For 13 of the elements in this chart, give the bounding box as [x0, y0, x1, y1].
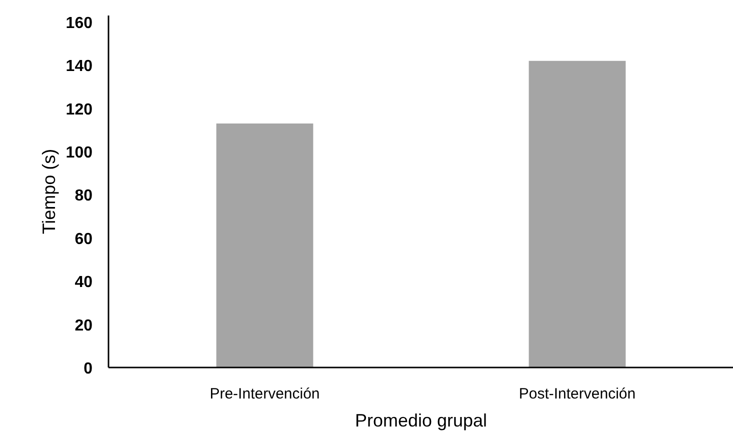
y-tick-label: 60 — [74, 230, 93, 248]
y-axis-title: Tiempo (s) — [38, 148, 59, 234]
y-tick-label: 80 — [74, 188, 93, 205]
x-axis-title: Promedio grupal — [354, 410, 488, 430]
y-tick-label: 100 — [66, 144, 93, 162]
y-tick-label: 120 — [66, 101, 93, 118]
x-tick-label: Post-Intervención — [518, 386, 636, 402]
x-tick-label: Pre-Intervención — [210, 386, 320, 402]
y-tick-label: 140 — [66, 58, 93, 76]
y-tick-label: 20 — [74, 317, 93, 334]
y-tick-label: 0 — [84, 360, 93, 378]
y-tick-label: 160 — [66, 14, 93, 32]
y-tick-label: 40 — [74, 274, 93, 292]
